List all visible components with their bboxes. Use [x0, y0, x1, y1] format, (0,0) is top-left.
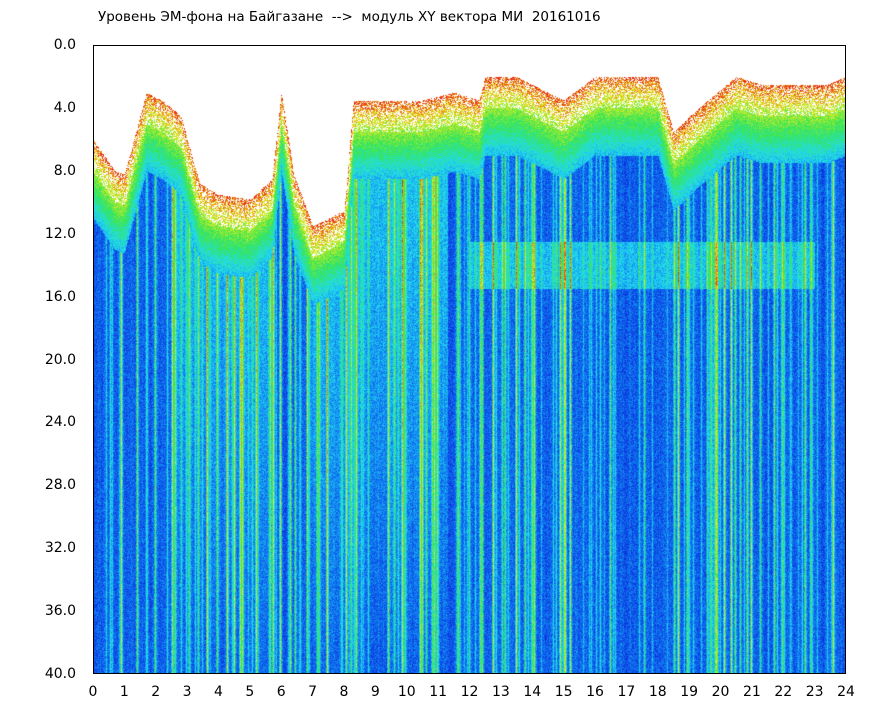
- y-tick-label: 20.0: [44, 351, 76, 368]
- x-tick-label: 16: [586, 684, 604, 700]
- y-tick-label: 0.0: [53, 37, 76, 53]
- x-tick-label: 10: [397, 684, 416, 700]
- x-tick-label: 9: [370, 684, 380, 700]
- y-tick-label: 32.0: [44, 540, 76, 557]
- y-tick-label: 36.0: [44, 603, 76, 620]
- x-tick-label: 5: [245, 684, 255, 700]
- x-tick-label: 3: [182, 684, 192, 700]
- x-tick-label: 19: [680, 684, 699, 700]
- x-tick-label: 17: [617, 684, 636, 700]
- y-tick-label: 24.0: [44, 414, 76, 431]
- chart-title: Уровень ЭМ-фона на Байгазане --> модуль …: [98, 9, 601, 25]
- y-tick-label: 4.0: [53, 99, 76, 116]
- y-tick-label: 28.0: [44, 477, 76, 494]
- x-tick-label: 12: [460, 684, 479, 700]
- x-tick-label: 4: [214, 684, 223, 700]
- x-axis-line: [93, 673, 846, 674]
- y-tick-label: 8.0: [53, 162, 76, 179]
- x-tick-label: 2: [151, 684, 161, 700]
- x-tick-label: 7: [308, 684, 318, 700]
- x-tick-label: 11: [429, 684, 448, 700]
- y-tick-label: 12.0: [44, 225, 76, 242]
- x-tick-label: 23: [805, 684, 824, 700]
- x-tick-label: 18: [648, 684, 667, 700]
- x-tick-label: 1: [119, 684, 129, 700]
- y-tick-label: 40.0: [44, 666, 76, 682]
- y-axis-line: [93, 45, 94, 674]
- y-tick-label: 16.0: [44, 288, 76, 305]
- x-tick-label: 14: [523, 684, 542, 700]
- x-tick-label: 8: [339, 684, 349, 700]
- x-tick-label: 21: [742, 684, 761, 700]
- x-tick-label: 22: [774, 684, 793, 700]
- x-tick-label: 6: [276, 684, 286, 700]
- x-tick-label: 13: [491, 684, 510, 700]
- x-tick-label: 0: [88, 684, 98, 700]
- x-tick-label: 20: [711, 684, 730, 700]
- x-tick-label: 24: [837, 684, 855, 700]
- spectrogram-heatmap: [93, 45, 846, 674]
- plot-frame: [93, 45, 846, 674]
- x-tick-label: 15: [554, 684, 573, 700]
